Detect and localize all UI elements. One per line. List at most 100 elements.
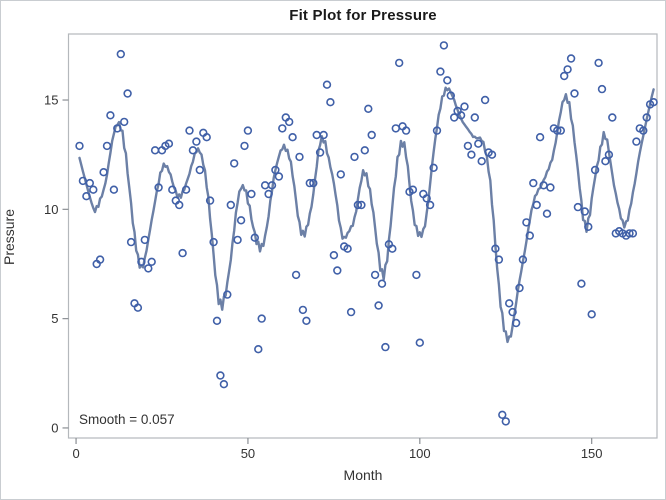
scatter-point xyxy=(360,146,369,155)
scatter-point xyxy=(85,178,95,188)
scatter-point xyxy=(123,89,132,98)
scatter-point xyxy=(388,244,397,253)
scatter-point xyxy=(487,150,497,159)
scatter-point xyxy=(181,185,191,194)
scatter-point xyxy=(357,200,366,210)
scatter-point xyxy=(477,157,486,166)
scatter-point xyxy=(649,97,658,107)
scatter-point xyxy=(364,104,373,114)
scatter-point xyxy=(219,380,229,389)
scatter-point xyxy=(511,318,521,328)
scatter-point xyxy=(178,248,187,258)
scatter-point xyxy=(546,183,555,192)
scatter-point xyxy=(553,126,562,135)
scatter-point xyxy=(154,183,163,192)
scatter-point xyxy=(192,137,201,146)
scatter-point xyxy=(580,207,589,216)
scatter-point xyxy=(632,137,641,146)
scatter-point xyxy=(443,76,452,85)
scatter-point xyxy=(260,181,270,190)
scatter-point xyxy=(522,218,531,227)
scatter-point xyxy=(329,251,339,260)
scatter-point xyxy=(212,316,222,325)
scatter-point xyxy=(494,255,504,264)
scatter-point xyxy=(470,113,479,122)
scatter-point xyxy=(254,345,263,354)
scatter-point xyxy=(570,89,579,98)
scatter-point xyxy=(639,126,648,135)
scatter-point xyxy=(164,139,174,148)
scatter-point xyxy=(298,305,308,315)
plot-frame xyxy=(67,33,658,439)
scatter-point xyxy=(188,146,198,155)
x-tick-label: 50 xyxy=(241,446,255,461)
scatter-point xyxy=(109,185,119,194)
scatter-point xyxy=(295,152,304,162)
scatter-point xyxy=(144,264,153,273)
scatter-point xyxy=(312,130,321,140)
scatter-point xyxy=(456,111,466,120)
scatter-point xyxy=(429,163,438,173)
scatter-point xyxy=(597,84,607,94)
scatter-point xyxy=(642,113,651,122)
scatter-point xyxy=(209,237,218,247)
scatter-point xyxy=(415,338,424,347)
scatter-point xyxy=(257,314,266,323)
scatter-point xyxy=(408,185,418,194)
scatter-point xyxy=(147,257,156,266)
scatter-point xyxy=(185,126,194,135)
scatter-point xyxy=(119,117,129,127)
scatter-point xyxy=(401,126,411,135)
scatter-point xyxy=(439,41,449,50)
scatter-point xyxy=(216,371,225,380)
scatter-point xyxy=(491,244,500,253)
scatter-point xyxy=(367,130,376,140)
x-tick-label: 0 xyxy=(72,446,79,461)
scatter-point xyxy=(460,102,469,111)
scatter-point xyxy=(89,185,98,194)
scatter-point xyxy=(305,178,314,188)
scatter-point xyxy=(274,172,284,181)
scatter-point xyxy=(501,417,510,426)
scatter-point xyxy=(529,178,538,188)
y-tick-label: 15 xyxy=(44,93,58,108)
scatter-point xyxy=(236,216,246,225)
scatter-point xyxy=(288,133,297,142)
chart-title: Fit Plot for Pressure xyxy=(289,7,437,24)
scatter-point xyxy=(133,303,143,312)
scatter-point xyxy=(250,233,260,242)
scatter-point xyxy=(333,266,342,275)
y-tick-label: 10 xyxy=(44,202,58,217)
scatter-point xyxy=(285,117,294,127)
scatter-point xyxy=(566,54,576,63)
scatter-point xyxy=(556,126,565,135)
scatter-point xyxy=(195,165,205,175)
scatter-point xyxy=(559,71,569,81)
scatter-point xyxy=(223,290,232,299)
scatter-point xyxy=(175,200,184,210)
scatter-point xyxy=(82,192,91,201)
scatter-point xyxy=(577,279,586,288)
scatter-point xyxy=(432,126,442,135)
scatter-point xyxy=(226,200,236,210)
scatter-point xyxy=(350,152,359,162)
scatter-point xyxy=(370,270,380,280)
scatter-point xyxy=(140,235,150,245)
scatter-point xyxy=(563,65,572,74)
scatter-point xyxy=(532,200,541,210)
scatter-point xyxy=(412,270,421,280)
scatter-point xyxy=(425,200,435,210)
scatter-point xyxy=(309,178,318,188)
scatter-point xyxy=(322,80,332,89)
scatter-point xyxy=(233,235,242,245)
scatter-point xyxy=(542,209,552,218)
scatter-point xyxy=(247,189,256,199)
scatter-point xyxy=(590,165,600,175)
smooth-annotation: Smooth = 0.057 xyxy=(79,412,175,427)
scatter-point xyxy=(302,316,311,325)
scatter-point xyxy=(113,124,122,133)
scatter-point xyxy=(326,97,335,107)
scatter-point xyxy=(508,307,517,317)
scatter-point xyxy=(446,91,455,100)
